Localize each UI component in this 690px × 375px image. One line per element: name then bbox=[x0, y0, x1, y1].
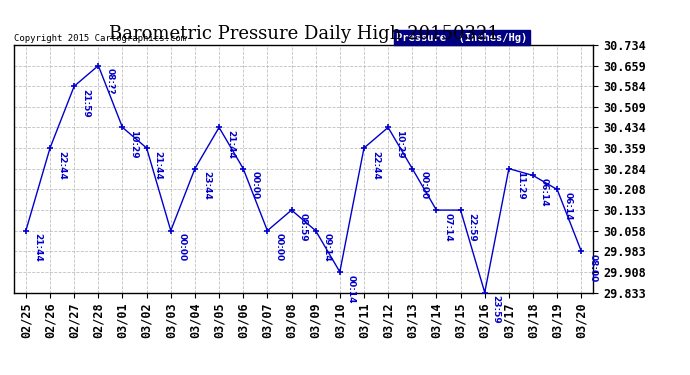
Text: 21:44: 21:44 bbox=[33, 234, 42, 262]
Text: 08:??: 08:?? bbox=[106, 68, 115, 95]
Text: 00:00: 00:00 bbox=[250, 171, 259, 200]
Text: 21:44: 21:44 bbox=[154, 151, 163, 180]
Text: 21:59: 21:59 bbox=[81, 89, 90, 118]
Text: 00:00: 00:00 bbox=[420, 171, 428, 200]
Text: 23:59: 23:59 bbox=[492, 295, 501, 324]
Text: 06:14: 06:14 bbox=[564, 192, 573, 221]
Text: 10:29: 10:29 bbox=[395, 130, 404, 159]
Text: 22:59: 22:59 bbox=[468, 213, 477, 242]
Text: 06:14: 06:14 bbox=[540, 178, 549, 207]
Text: Copyright 2015 Cartographics.com: Copyright 2015 Cartographics.com bbox=[14, 33, 186, 42]
Text: 23:44: 23:44 bbox=[202, 171, 211, 200]
Text: 21:44: 21:44 bbox=[226, 130, 235, 159]
Text: 22:44: 22:44 bbox=[371, 151, 380, 180]
Text: Pressure  (Inches/Hg): Pressure (Inches/Hg) bbox=[396, 33, 528, 42]
Text: 00:14: 00:14 bbox=[347, 274, 356, 303]
Text: 22:44: 22:44 bbox=[57, 151, 66, 180]
Title: Barometric Pressure Daily High 20150321: Barometric Pressure Daily High 20150321 bbox=[108, 26, 499, 44]
Text: 10:29: 10:29 bbox=[130, 130, 139, 159]
Text: 08:59: 08:59 bbox=[299, 213, 308, 242]
Text: 00:00: 00:00 bbox=[178, 234, 187, 262]
Text: 00:00: 00:00 bbox=[275, 234, 284, 262]
Text: 07:14: 07:14 bbox=[444, 213, 453, 242]
Text: 08:00: 08:00 bbox=[589, 254, 598, 282]
Text: 09:14: 09:14 bbox=[323, 234, 332, 262]
Text: 11:29: 11:29 bbox=[516, 171, 525, 200]
